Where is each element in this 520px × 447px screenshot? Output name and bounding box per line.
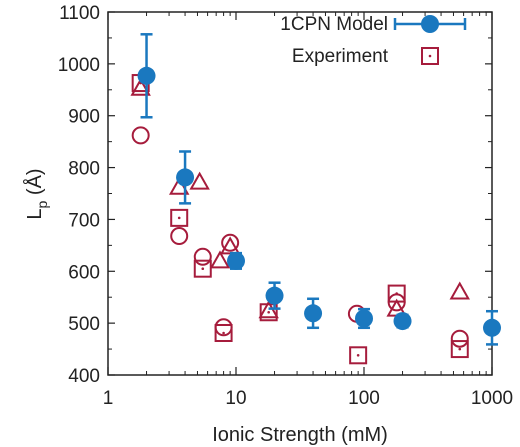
legend-label-experiment: Experiment (292, 46, 389, 67)
experiment-circle-marker (193, 247, 212, 266)
model-point (265, 286, 284, 305)
experiment-circle-marker (170, 227, 189, 246)
experiment-square-marker-dot (177, 216, 181, 220)
legend-model-marker (421, 15, 439, 33)
x-axis-title: Ionic Strength (mM) (212, 424, 388, 446)
model-point (176, 168, 195, 187)
y-axis-title-subscript: p (34, 200, 50, 208)
model-points (137, 33, 501, 346)
x-tick-label: 1 (103, 388, 114, 409)
x-tick-label: 1000 (471, 388, 513, 409)
y-axis-title: Lp (Å) (23, 168, 50, 219)
experiment-circle-marker (131, 126, 150, 145)
y-axis-title-main: L (24, 208, 46, 219)
experiment-circle-marker (214, 318, 233, 337)
experiment-square-marker (193, 259, 212, 278)
experiment-square-marker (259, 303, 278, 322)
legend-symbol-model (393, 15, 467, 33)
experiment-square-marker-dot (201, 267, 205, 270)
axis-tick-labels: 400 500 600 700 800 900 1000 1100 1 10 100 1000 (58, 3, 513, 409)
model-point (227, 251, 245, 270)
legend: 1CPN Model Experiment (280, 14, 467, 67)
x-tick-label: 100 (348, 388, 380, 409)
legend-label-model: 1CPN Model (280, 14, 388, 35)
experiment-triangle-marker (209, 250, 231, 269)
y-tick-label: 800 (68, 159, 100, 180)
legend-experiment-marker-dot (428, 54, 432, 58)
y-tick-label: 1100 (59, 3, 100, 24)
model-point (137, 66, 156, 85)
axis-ticks (107, 11, 493, 376)
experiment-points (130, 74, 470, 365)
experiment-square-marker (349, 346, 368, 365)
experiment-circle-marker (450, 329, 469, 348)
experiment-square-marker (170, 208, 189, 227)
y-tick-label: 500 (68, 314, 100, 335)
model-point (355, 309, 373, 328)
y-tick-label: 700 (68, 210, 100, 231)
experiment-square-marker (450, 340, 469, 359)
y-tick-label: 1000 (58, 55, 100, 76)
y-tick-label: 900 (68, 107, 100, 128)
legend-experiment-marker (421, 47, 439, 65)
y-tick-label: 400 (68, 366, 100, 387)
experiment-square-marker-dot (356, 353, 360, 357)
x-tick-label: 10 (225, 388, 246, 409)
legend-symbol-experiment (421, 47, 439, 65)
experiment-square-marker-dot (458, 347, 462, 351)
y-axis-title-unit: (Å) (23, 168, 46, 200)
experiment-triangle-marker (189, 171, 210, 190)
model-point (304, 304, 323, 323)
model-point (483, 318, 501, 337)
experiment-triangle-marker (449, 281, 470, 300)
model-point (393, 312, 412, 331)
experiment-circle-marker (221, 233, 240, 252)
experiment-square-marker-dot (222, 331, 225, 335)
experiment-circle-marker (387, 293, 406, 312)
experiment-square-marker (214, 323, 233, 342)
experiment-square-marker-dot (267, 310, 270, 314)
experiment-triangle-marker (130, 77, 151, 96)
y-tick-label: 600 (68, 262, 100, 283)
